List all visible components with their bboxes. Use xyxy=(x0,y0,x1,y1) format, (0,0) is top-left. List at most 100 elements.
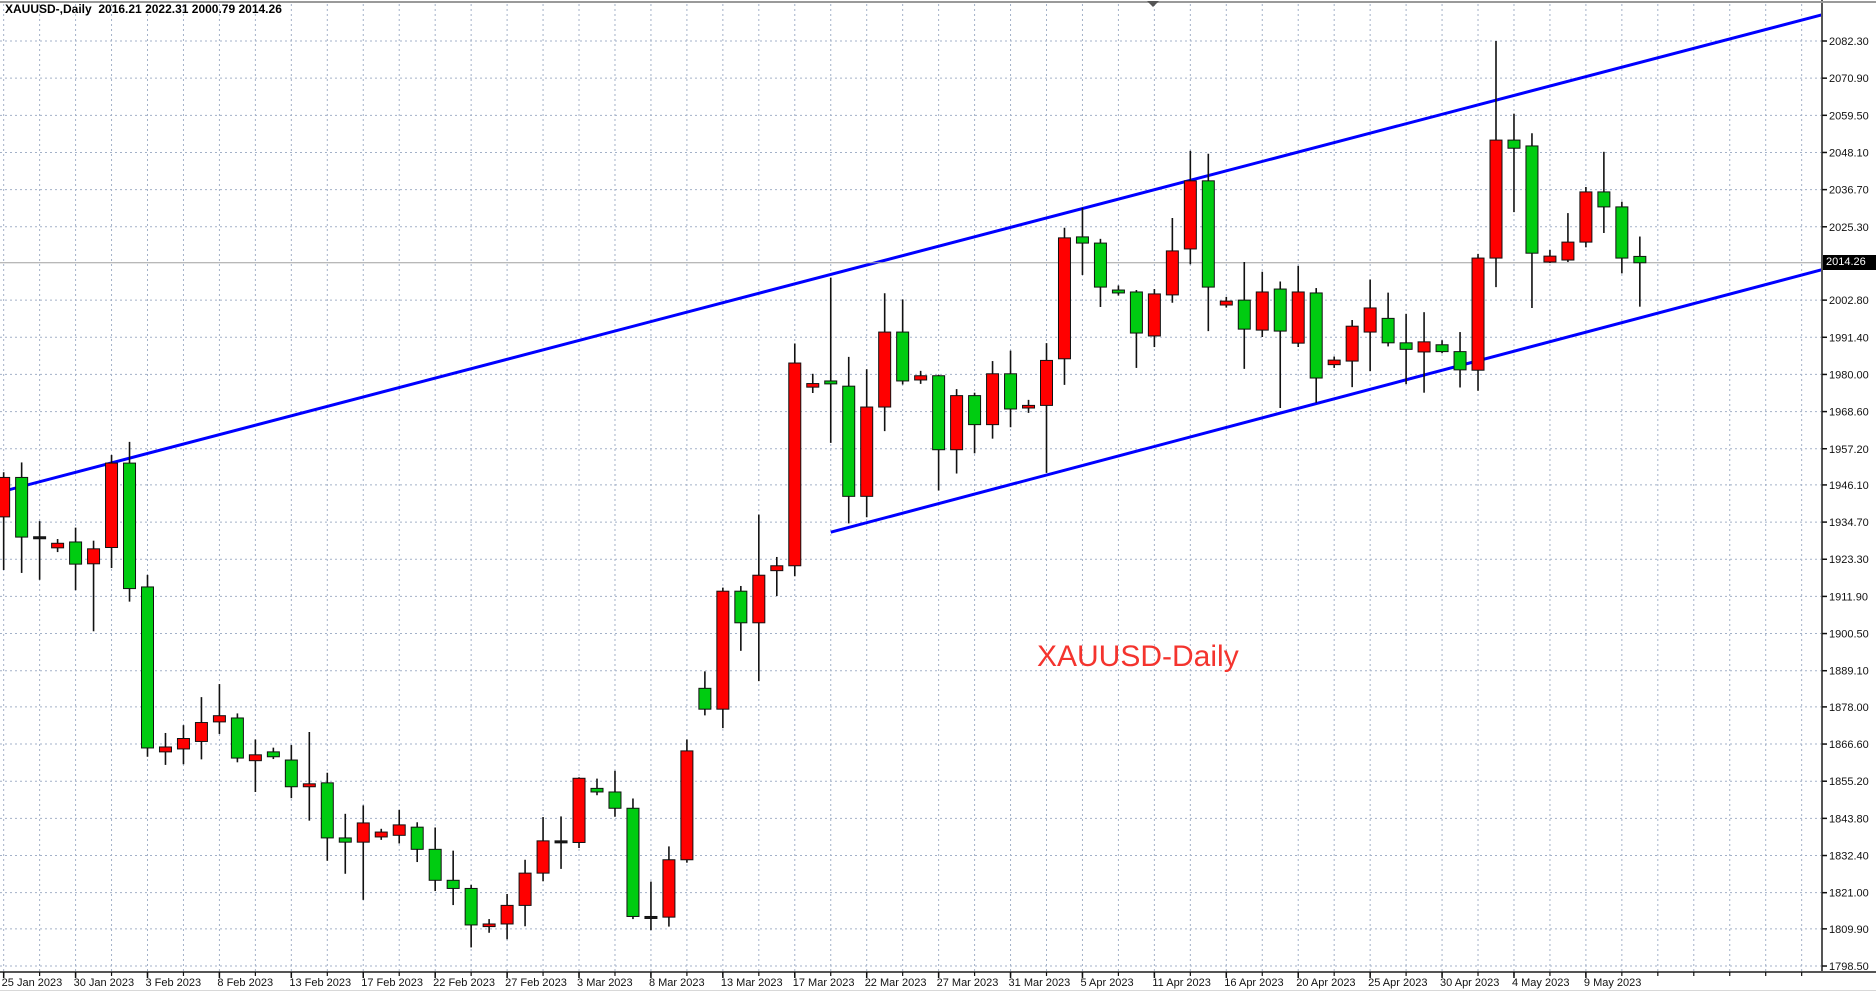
chart-shift-marker[interactable] xyxy=(1147,1,1159,7)
candlestick[interactable] xyxy=(284,759,298,788)
candlestick[interactable] xyxy=(1561,241,1575,261)
candlestick[interactable] xyxy=(446,879,460,889)
candlestick[interactable] xyxy=(1219,300,1233,306)
candlestick[interactable] xyxy=(770,565,784,572)
candlestick[interactable] xyxy=(392,824,406,836)
candlestick[interactable] xyxy=(266,751,280,758)
candlestick[interactable] xyxy=(1183,180,1197,250)
candlestick[interactable] xyxy=(716,590,730,710)
time-axis-label: 30 Jan 2023 xyxy=(74,977,135,989)
candlestick[interactable] xyxy=(1363,307,1377,333)
candlestick[interactable] xyxy=(1201,180,1215,288)
candlestick[interactable] xyxy=(608,791,622,809)
candlestick[interactable] xyxy=(176,738,190,750)
candlestick[interactable] xyxy=(572,777,586,843)
candlestick[interactable] xyxy=(230,717,244,759)
candlestick[interactable] xyxy=(734,590,748,624)
candlestick[interactable] xyxy=(1399,342,1413,350)
candlestick[interactable] xyxy=(1237,299,1251,330)
candlestick[interactable] xyxy=(1417,341,1431,353)
candlestick[interactable] xyxy=(860,406,874,497)
candlestick[interactable] xyxy=(302,783,316,788)
candlestick[interactable] xyxy=(410,826,424,850)
candlestick[interactable] xyxy=(248,754,262,762)
candlestick[interactable] xyxy=(1489,139,1503,259)
candlestick[interactable] xyxy=(338,837,352,843)
candlestick[interactable] xyxy=(932,375,946,451)
candlestick[interactable] xyxy=(1273,288,1287,332)
candlestick[interactable] xyxy=(1345,325,1359,362)
candlestick[interactable] xyxy=(1040,359,1053,406)
candlestick[interactable] xyxy=(1075,236,1089,244)
candlestick[interactable] xyxy=(896,331,910,382)
candlestick[interactable] xyxy=(950,395,964,451)
candlestick[interactable] xyxy=(51,542,65,549)
time-axis-label: 20 Apr 2023 xyxy=(1296,977,1355,989)
candlestick[interactable] xyxy=(500,904,514,925)
candlestick[interactable] xyxy=(662,859,676,918)
candlestick[interactable] xyxy=(1471,257,1485,371)
candlestick[interactable] xyxy=(698,687,712,710)
candlestick[interactable] xyxy=(1057,237,1071,360)
candlestick[interactable] xyxy=(1597,191,1611,208)
watermark: XAUUSD-Daily xyxy=(1037,640,1239,673)
candlestick[interactable] xyxy=(968,395,982,426)
candlestick[interactable] xyxy=(1579,191,1593,243)
candlestick[interactable] xyxy=(212,715,226,723)
candlestick[interactable] xyxy=(356,822,370,843)
candlestick[interactable] xyxy=(1111,289,1125,294)
candlestick[interactable] xyxy=(1147,293,1161,337)
candlestick[interactable] xyxy=(1525,145,1539,254)
candlestick[interactable] xyxy=(141,586,154,749)
candlestick[interactable] xyxy=(536,840,550,874)
candlestick[interactable] xyxy=(788,362,802,567)
candlestick[interactable] xyxy=(626,807,640,917)
candlestick[interactable] xyxy=(1381,317,1395,344)
candlestick[interactable] xyxy=(1327,359,1341,366)
candlestick[interactable] xyxy=(680,750,694,861)
candlestick[interactable] xyxy=(590,787,604,793)
candlestick[interactable] xyxy=(123,462,137,590)
candlestick[interactable] xyxy=(0,476,11,518)
candlestick[interactable] xyxy=(428,848,442,881)
candlestick[interactable] xyxy=(194,722,208,742)
candlestick[interactable] xyxy=(806,383,820,388)
candlestick[interactable] xyxy=(986,373,1000,426)
candlestick[interactable] xyxy=(87,548,101,565)
candlestick[interactable] xyxy=(878,331,892,408)
candlestick[interactable] xyxy=(644,915,658,919)
candlestick[interactable] xyxy=(1093,242,1107,288)
candlestick[interactable] xyxy=(1129,291,1143,334)
candlestick[interactable] xyxy=(518,872,532,906)
candlestick[interactable] xyxy=(374,831,388,838)
candlestick[interactable] xyxy=(842,385,856,497)
candlestick[interactable] xyxy=(105,462,119,549)
candlestick[interactable] xyxy=(320,782,334,839)
price-axis-label: 1821.00 xyxy=(1829,888,1869,900)
candlestick[interactable] xyxy=(482,923,496,928)
candlestick[interactable] xyxy=(1453,351,1467,371)
candlestick[interactable] xyxy=(1435,344,1449,353)
candlestick[interactable] xyxy=(1309,292,1323,379)
candlestick[interactable] xyxy=(1004,373,1018,410)
upper-channel-line[interactable] xyxy=(0,13,1822,494)
candlestick[interactable] xyxy=(1255,291,1269,331)
candlestick[interactable] xyxy=(158,746,172,753)
candlestick[interactable] xyxy=(33,536,47,540)
candlestick[interactable] xyxy=(15,476,29,538)
lower-channel-line[interactable] xyxy=(830,268,1822,534)
candlestick[interactable] xyxy=(554,840,568,844)
candlestick[interactable] xyxy=(69,541,83,565)
candlestick[interactable] xyxy=(824,380,838,385)
candlestick[interactable] xyxy=(1165,250,1179,296)
candlestick[interactable] xyxy=(1633,255,1647,264)
candlestick[interactable] xyxy=(464,887,478,926)
candlestick[interactable] xyxy=(1022,404,1036,409)
candlestick[interactable] xyxy=(914,375,928,381)
candlestick[interactable] xyxy=(1615,206,1629,259)
candlestick[interactable] xyxy=(1291,291,1305,344)
candlestick[interactable] xyxy=(1507,139,1521,149)
candlestick[interactable] xyxy=(752,574,766,624)
candlestick[interactable] xyxy=(1543,255,1557,263)
